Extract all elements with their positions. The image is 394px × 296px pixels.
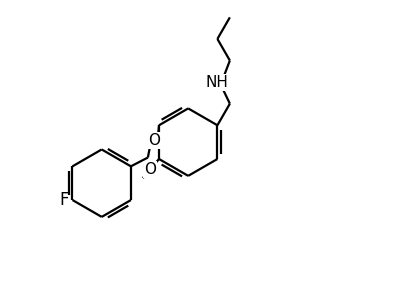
Text: F: F bbox=[59, 191, 69, 209]
Text: O: O bbox=[144, 162, 156, 177]
Text: O: O bbox=[148, 133, 160, 148]
Text: NH: NH bbox=[206, 75, 229, 90]
